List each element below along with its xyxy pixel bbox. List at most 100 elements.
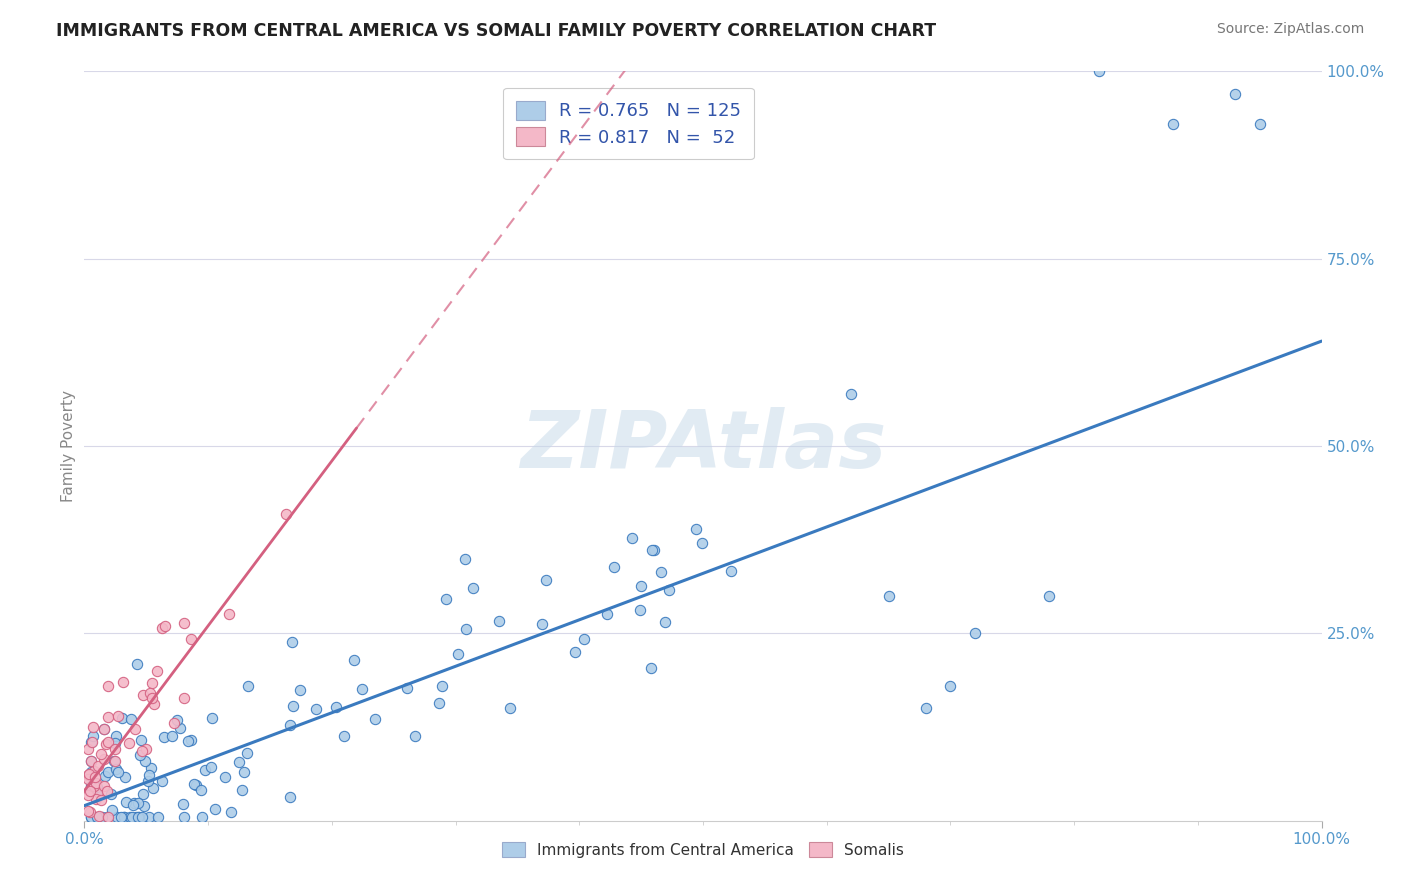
Point xyxy=(169,721,191,735)
Point xyxy=(146,810,169,824)
Point xyxy=(121,810,143,824)
Point xyxy=(201,711,224,725)
Point xyxy=(173,810,195,824)
Point xyxy=(176,734,198,748)
Point xyxy=(193,763,215,777)
Point xyxy=(142,697,165,711)
Point xyxy=(90,810,112,824)
Point xyxy=(163,716,186,731)
Point xyxy=(128,810,150,824)
Point xyxy=(173,690,195,705)
Point xyxy=(114,770,136,784)
Point xyxy=(100,787,122,801)
Point xyxy=(127,797,149,811)
Point xyxy=(138,774,160,789)
Point xyxy=(90,747,112,761)
Point xyxy=(104,736,127,750)
Point xyxy=(236,679,259,693)
Point xyxy=(184,778,207,792)
Point xyxy=(128,747,150,762)
Point xyxy=(82,720,104,734)
Point xyxy=(97,810,120,824)
Point xyxy=(1088,64,1111,78)
Point xyxy=(80,735,103,749)
Point xyxy=(141,691,163,706)
Point xyxy=(77,788,100,802)
Legend: Immigrants from Central America, Somalis: Immigrants from Central America, Somalis xyxy=(494,835,912,865)
Point xyxy=(564,644,586,658)
Point xyxy=(434,592,457,607)
Point xyxy=(685,522,707,536)
Point xyxy=(97,710,120,724)
Point xyxy=(628,603,651,617)
Point xyxy=(96,784,118,798)
Point xyxy=(232,765,254,780)
Point xyxy=(97,679,120,693)
Point xyxy=(101,803,124,817)
Point xyxy=(131,810,153,824)
Point xyxy=(333,729,356,743)
Point xyxy=(93,779,115,793)
Point xyxy=(602,560,624,574)
Point xyxy=(77,772,100,786)
Point xyxy=(84,770,107,784)
Point xyxy=(132,688,155,702)
Point xyxy=(105,762,128,776)
Point xyxy=(643,543,665,558)
Point xyxy=(276,507,298,521)
Point xyxy=(1038,589,1060,603)
Point xyxy=(110,810,132,824)
Point xyxy=(77,768,100,782)
Point xyxy=(914,701,936,715)
Point xyxy=(325,699,347,714)
Point xyxy=(278,717,301,731)
Point xyxy=(112,810,135,824)
Point xyxy=(117,736,139,750)
Point xyxy=(290,683,312,698)
Point xyxy=(87,785,110,799)
Point xyxy=(120,810,142,824)
Point xyxy=(153,730,176,744)
Point xyxy=(404,729,426,743)
Point xyxy=(112,810,135,824)
Point xyxy=(79,754,101,768)
Point xyxy=(160,729,183,743)
Point xyxy=(363,712,385,726)
Point xyxy=(80,779,103,793)
Point xyxy=(132,787,155,801)
Point xyxy=(115,795,138,809)
Point xyxy=(77,742,100,756)
Point xyxy=(620,531,643,545)
Point xyxy=(427,696,450,710)
Point xyxy=(650,565,672,579)
Point xyxy=(183,777,205,791)
Point xyxy=(200,760,222,774)
Point xyxy=(1223,87,1246,101)
Point xyxy=(142,780,165,795)
Point xyxy=(97,734,120,748)
Point xyxy=(166,713,188,727)
Point xyxy=(172,797,194,811)
Point xyxy=(352,682,374,697)
Point xyxy=(640,660,662,674)
Point xyxy=(720,564,742,578)
Point xyxy=(121,797,143,812)
Point xyxy=(94,769,117,783)
Point xyxy=(453,552,475,566)
Y-axis label: Family Poverty: Family Poverty xyxy=(60,390,76,502)
Point xyxy=(134,799,156,814)
Point xyxy=(572,632,595,647)
Point xyxy=(281,635,304,649)
Point xyxy=(79,735,101,749)
Point xyxy=(180,632,202,647)
Point xyxy=(461,581,484,595)
Point xyxy=(107,764,129,779)
Point xyxy=(641,542,664,557)
Point xyxy=(536,573,558,587)
Point xyxy=(138,810,160,824)
Point xyxy=(180,733,202,747)
Point xyxy=(531,616,554,631)
Point xyxy=(86,780,108,794)
Point xyxy=(77,804,100,818)
Point xyxy=(446,647,468,661)
